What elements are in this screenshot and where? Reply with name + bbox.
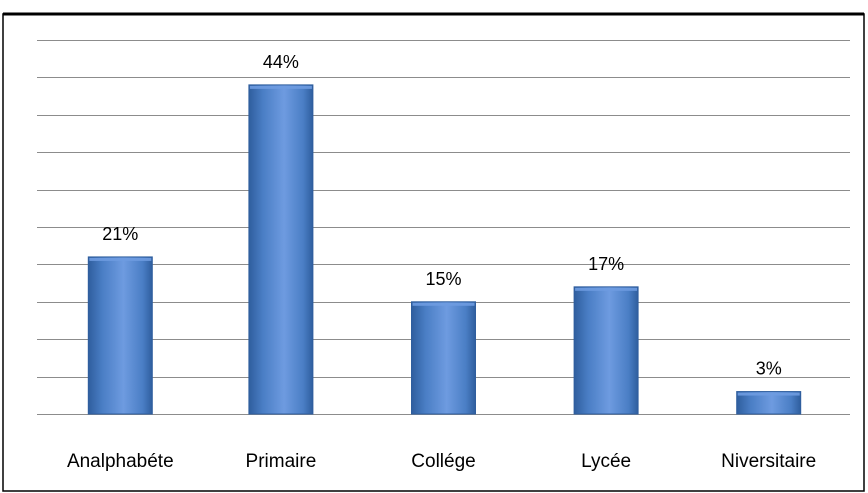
bars bbox=[87, 84, 802, 415]
bar bbox=[248, 84, 314, 415]
chart-border bbox=[2, 13, 865, 492]
value-label: 21% bbox=[102, 224, 138, 244]
value-label: 15% bbox=[425, 269, 461, 289]
bar-cap bbox=[575, 287, 638, 291]
value-label: 3% bbox=[756, 359, 782, 379]
category-label: Primaire bbox=[246, 451, 317, 472]
category-label: Lycée bbox=[581, 451, 631, 472]
bar bbox=[87, 256, 153, 415]
category-label: Analphabéte bbox=[67, 451, 174, 472]
category-label: Collége bbox=[411, 451, 475, 472]
bar bbox=[573, 286, 639, 415]
bar-cap bbox=[89, 257, 152, 261]
category-labels: Analphabéte Primaire Collége Lycée Niversita… bbox=[67, 451, 816, 472]
bar-cap bbox=[249, 85, 312, 89]
bar-cap bbox=[737, 392, 800, 396]
bar bbox=[736, 391, 802, 415]
bar-cap bbox=[412, 302, 475, 306]
value-label: 17% bbox=[588, 254, 624, 274]
bar bbox=[411, 301, 476, 415]
value-labels: 21% 44% 15% 17% 3% bbox=[102, 52, 781, 379]
category-label: Niversitaire bbox=[721, 451, 816, 472]
value-label: 44% bbox=[263, 52, 299, 72]
